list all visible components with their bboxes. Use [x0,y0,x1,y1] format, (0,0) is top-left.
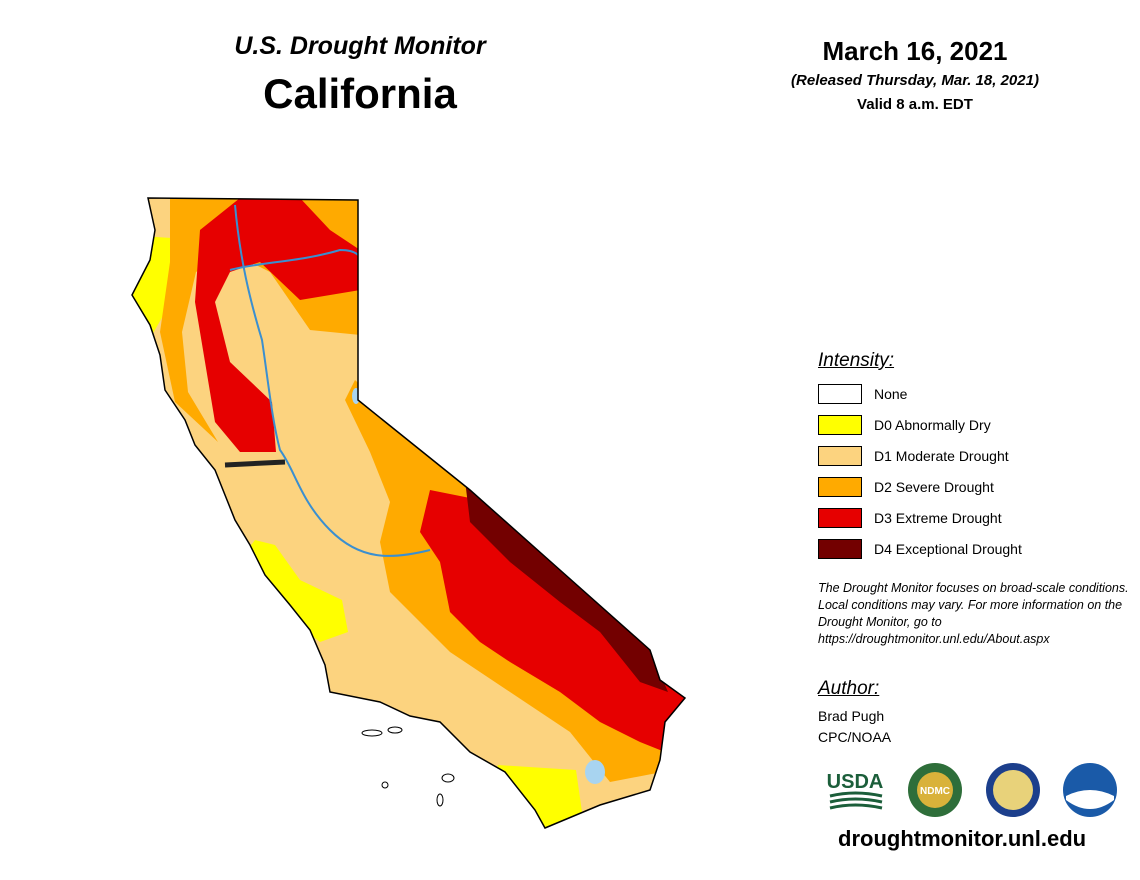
legend-swatch [818,539,862,559]
legend-label: None [874,386,908,402]
legend-item: D0 Abnormally Dry [818,414,991,436]
logo-ndmc-inner [917,772,953,808]
author-title: Author: [818,678,880,699]
legend-swatch [818,446,862,466]
map [131,197,687,829]
legend-swatch [818,508,862,528]
author-name: Brad Pugh [818,708,885,724]
legend-swatch [818,415,862,435]
author-org: CPC/NOAA [818,729,892,745]
logo-noaa-wave [1066,790,1114,809]
river [229,248,359,271]
legend-label: D0 Abnormally Dry [874,417,991,433]
subtitle: U.S. Drought Monitor [234,32,486,60]
legend-label: D2 Severe Drought [874,479,994,495]
zone-d3 [195,198,360,452]
website: droughtmonitor.unl.edu [838,826,1087,851]
legend-swatch [818,477,862,497]
logo-ndmc-text: NDMC [920,786,950,797]
legend-item: D3 Extreme Drought [818,507,1002,529]
legend-swatch [818,384,862,404]
legend-item: D1 Moderate Drought [818,445,1009,467]
zone-d0 [488,765,582,828]
valid-time: Valid 8 a.m. EDT [857,96,973,113]
zone-d4 [465,480,668,692]
legend-title: Intensity: [818,350,895,371]
state-outline [131,197,687,829]
title: California [263,70,457,117]
legend-item: D4 Exceptional Drought [818,538,1022,560]
legend-label: D4 Exceptional Drought [874,541,1022,557]
legend-label: D3 Extreme Drought [874,510,1002,526]
note: The Drought Monitor focuses on broad-sca… [818,581,1129,646]
legend-item: D2 Severe Drought [818,476,994,498]
zone-d0 [238,540,348,642]
drought-areas [132,198,685,828]
legend-label: D1 Moderate Drought [874,448,1009,464]
river [234,204,431,557]
logo-doc-inner [993,770,1033,810]
logos: USDA NDMC [827,763,1117,817]
zone-d3 [420,490,685,752]
logo-waves [829,791,883,810]
logo-usda: USDA [827,771,884,793]
release-date: (Released Thursday, Mar. 18, 2021) [791,72,1039,89]
lake [585,760,605,784]
legend-item: None [818,383,907,405]
islands [361,726,455,807]
map-date: March 16, 2021 [822,36,1008,66]
bay [224,459,286,468]
